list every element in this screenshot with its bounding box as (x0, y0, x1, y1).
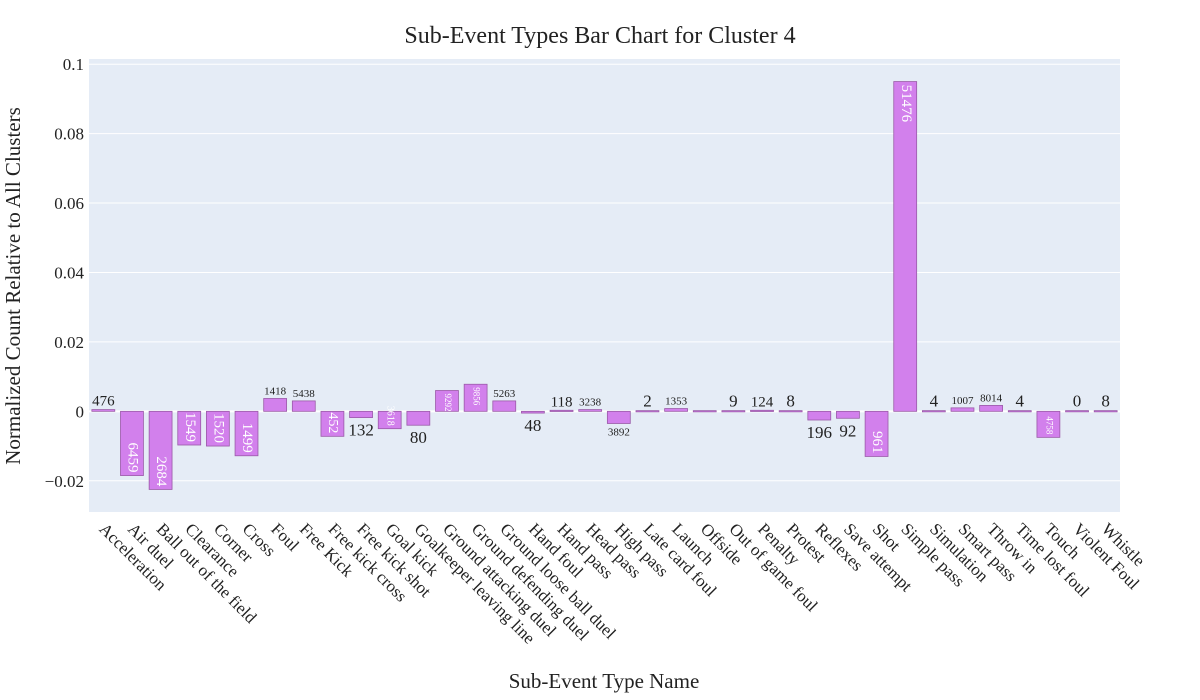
bar (91, 409, 116, 412)
bar (1007, 410, 1032, 413)
bar (1093, 410, 1118, 413)
bar-value-label: 3618 (384, 406, 395, 426)
bar-value-label: 8014 (980, 392, 1003, 404)
bar-value-label: 1418 (264, 385, 287, 397)
bar (778, 410, 803, 413)
bar (406, 410, 431, 426)
bar-value-label: 3238 (579, 397, 602, 409)
bar-value-label: 80 (410, 428, 427, 447)
grid-lines (89, 63, 1120, 482)
bar (492, 400, 517, 412)
bar (435, 390, 459, 412)
bar-value-label: 2 (643, 392, 652, 411)
bar-value-label: 1499 (239, 423, 255, 453)
x-axis-title: Sub-Event Type Name (509, 669, 700, 693)
y-tick-label: 0 (76, 402, 85, 421)
bar (349, 410, 373, 418)
y-tick-label: 0.1 (63, 55, 84, 74)
y-tick-label: 0.06 (54, 194, 84, 213)
bar (206, 410, 230, 447)
bar-value-label: 8 (786, 392, 795, 411)
bar-value-label: 4 (930, 392, 939, 411)
bar (979, 405, 1003, 412)
y-tick-label: −0.02 (45, 472, 84, 491)
bar-value-label: 1007 (951, 395, 974, 407)
bar-value-label: 1549 (182, 412, 198, 442)
bar-value-label: 1520 (210, 413, 226, 443)
bar (606, 410, 631, 424)
bar (148, 410, 173, 490)
bar (320, 410, 345, 437)
bar (692, 410, 717, 413)
bar (177, 410, 202, 446)
bar (549, 409, 574, 412)
bar-value-label: 51476 (898, 85, 914, 123)
bar (921, 410, 946, 413)
bar (721, 410, 746, 413)
bar-value-labels: 476 6459 2684 1549 1520 1499 1418 5438 452 132 361… (92, 85, 1110, 487)
bar-value-label: 452 (325, 412, 340, 433)
bar (864, 410, 889, 457)
y-tick-label: 0.02 (54, 333, 84, 352)
y-tick-label: 0.04 (54, 263, 84, 282)
bar-value-label: 3892 (608, 426, 630, 438)
bar (893, 81, 918, 412)
bar-value-label: 961 (869, 431, 885, 454)
bar-value-label: 124 (751, 394, 774, 410)
bar-value-label: 0 (1073, 392, 1082, 411)
bar-value-label: 118 (551, 394, 573, 410)
bar-value-label: 9292 (443, 394, 453, 412)
chart-title: Sub-Event Types Bar Chart for Cluster 4 (404, 23, 795, 49)
bar (521, 410, 545, 414)
bars (91, 81, 1118, 490)
y-axis-ticks: −0.02 0 0.02 0.04 0.06 0.08 0.1 (45, 55, 85, 491)
bar (1065, 410, 1089, 413)
bar (377, 410, 402, 430)
bar (635, 410, 660, 413)
bar-value-label: 4 (1016, 392, 1025, 411)
bar-value-label: 92 (839, 421, 856, 440)
bar-value-label: 132 (348, 421, 374, 440)
bar (463, 383, 488, 412)
bar (950, 407, 975, 412)
bar (807, 410, 832, 421)
bar-value-label: 6459 (125, 443, 141, 473)
bar (836, 410, 860, 419)
bar (120, 410, 144, 476)
bar-value-label: 476 (92, 394, 115, 410)
bar-value-label: 4758 (1044, 416, 1054, 435)
bar (263, 398, 288, 412)
bar (1036, 410, 1061, 438)
bar-value-label: 8 (1101, 392, 1110, 411)
bar (234, 410, 259, 457)
bar (664, 408, 688, 412)
bar (750, 409, 774, 412)
bar-value-label: 9856 (472, 387, 482, 406)
bar (291, 400, 316, 412)
bar-value-label: 196 (807, 423, 833, 442)
bar (578, 409, 603, 412)
bar-value-label: 2684 (153, 456, 169, 487)
y-axis-title: Normalized Count Relative to All Cluster… (1, 107, 25, 465)
bar-value-label: 9 (729, 392, 738, 411)
bar-value-label: 5438 (293, 388, 316, 400)
bar-value-label: 48 (524, 416, 541, 435)
bar-value-label: 5263 (493, 388, 516, 400)
bar-value-label: 1353 (665, 396, 688, 408)
plot-area (89, 59, 1120, 512)
y-tick-label: 0.08 (54, 125, 84, 144)
